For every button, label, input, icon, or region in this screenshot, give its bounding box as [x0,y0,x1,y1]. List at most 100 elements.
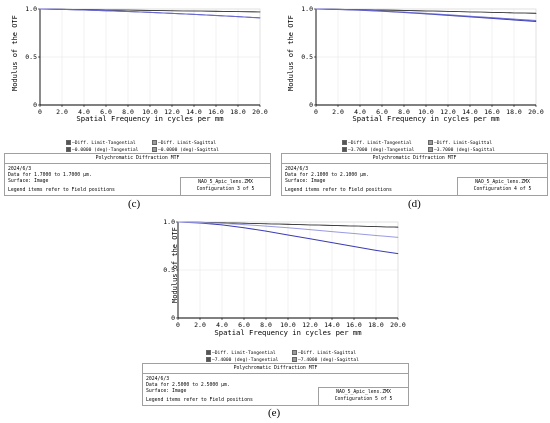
data-point [127,11,129,12]
x-tick-label: 8.0 [122,108,134,116]
x-tick-label: 8.0 [398,108,410,116]
x-tick-label: 10.0 [280,321,296,329]
legend-item: —3.7000 (deg)-Tangential [342,147,428,154]
x-tick-label: 10.0 [418,108,434,116]
data-point [535,12,537,14]
legend-item: —Diff. Limit-Tangential [206,350,292,357]
data-point [425,10,427,12]
x-tick-label: 6.0 [376,108,388,116]
x-tick-label: 2.0 [194,321,206,329]
data-point [381,9,383,11]
data-point [331,242,333,243]
data-point [237,11,239,12]
info-legend-note: Legend items refer to Field positions [285,188,392,193]
data-point [375,249,377,251]
data-point [447,11,449,12]
data-point [177,221,179,223]
data-point [397,226,399,228]
data-point [259,11,261,13]
x-tick-label: 18.0 [230,108,246,116]
data-point [309,229,311,231]
x-tick-label: 2.0 [56,108,68,116]
info-legend-note: Legend items refer to Field positions [8,188,115,193]
data-point [469,15,471,17]
data-point [221,222,223,224]
legend-swatch [66,140,71,145]
panel-caption: (d) [408,198,421,210]
x-tick-label: 12.0 [164,108,180,116]
x-tick-label: 4.0 [78,108,90,116]
panel-caption: (e) [268,407,281,419]
data-point [491,17,493,18]
info-details: 2024/6/3 Data for 1.7000 to 1.7000 μm. S… [8,167,92,184]
x-tick-label: 14.0 [462,108,478,116]
data-point [105,9,107,11]
legend-swatch [292,350,297,355]
x-tick-label: 6.0 [238,321,250,329]
legend-swatch [342,147,347,152]
x-tick-label: 18.0 [368,321,384,329]
data-point [199,222,201,223]
x-tick-label: 20.0 [390,321,406,329]
x-tick-label: 16.0 [208,108,224,116]
data-point [105,10,107,12]
legend-swatch [342,140,347,145]
data-point [265,230,267,232]
info-config: NAO_5_Apic_lens.ZMX Configuration 4 of 5 [457,177,547,195]
legend-item: —0.0000 (deg)-Sagittal [152,147,238,154]
data-point [39,8,41,10]
info-box: Polychromatic Diffraction MTF 2024/6/3 D… [142,363,409,406]
legend-item: —3.7000 (deg)-Sagittal [428,147,514,154]
data-point [243,222,245,224]
data-point [243,224,245,225]
data-point [397,253,399,255]
legend-swatch [66,147,71,152]
data-point [469,11,471,13]
x-axis-label: Spatial Frequency in cycles per mm [214,328,362,337]
y-tick-label: 0.5 [25,53,37,61]
legend-swatch [206,357,211,362]
x-tick-label: 8.0 [260,321,272,329]
x-tick-label: 10.0 [142,108,158,116]
legend-swatch [152,147,157,152]
x-tick-label: 2.0 [332,108,344,116]
x-tick-label: 12.0 [440,108,456,116]
x-tick-label: 14.0 [186,108,202,116]
data-point [309,238,311,240]
data-point [491,12,493,13]
data-point [287,223,289,225]
y-tick-label: 1.0 [25,5,37,13]
data-point [243,227,245,229]
data-point [309,224,311,226]
data-point [331,225,333,226]
data-point [425,13,427,14]
data-point [403,10,405,11]
data-point [375,226,377,227]
x-tick-label: 18.0 [506,108,522,116]
data-point [215,10,217,12]
x-tick-label: 0 [314,108,318,116]
info-details: 2024/6/3 Data for 2.1000 to 2.1000 μm. S… [285,167,369,184]
data-point [337,9,339,10]
data-point [265,223,267,225]
y-tick-label: 0.5 [301,53,313,61]
legend-item: —Diff. Limit-Sagittal [428,140,514,147]
data-point [353,246,355,247]
legend: —Diff. Limit-Tangential —Diff. Limit-Sagi… [342,140,514,154]
data-point [403,11,405,13]
x-tick-label: 16.0 [484,108,500,116]
panel-caption: (c) [128,198,141,210]
legend-swatch [152,140,157,145]
y-tick-label: 1.0 [301,5,313,13]
legend-item: —Diff. Limit-Sagittal [292,350,378,357]
data-point [149,10,151,11]
data-point [535,21,537,22]
data-point [171,12,173,14]
x-axis-label: Spatial Frequency in cycles per mm [352,114,500,123]
data-point [221,224,223,226]
data-point [447,14,449,16]
data-point [127,9,129,11]
info-title: Polychromatic Diffraction MTF [143,364,408,374]
data-point [193,14,195,15]
